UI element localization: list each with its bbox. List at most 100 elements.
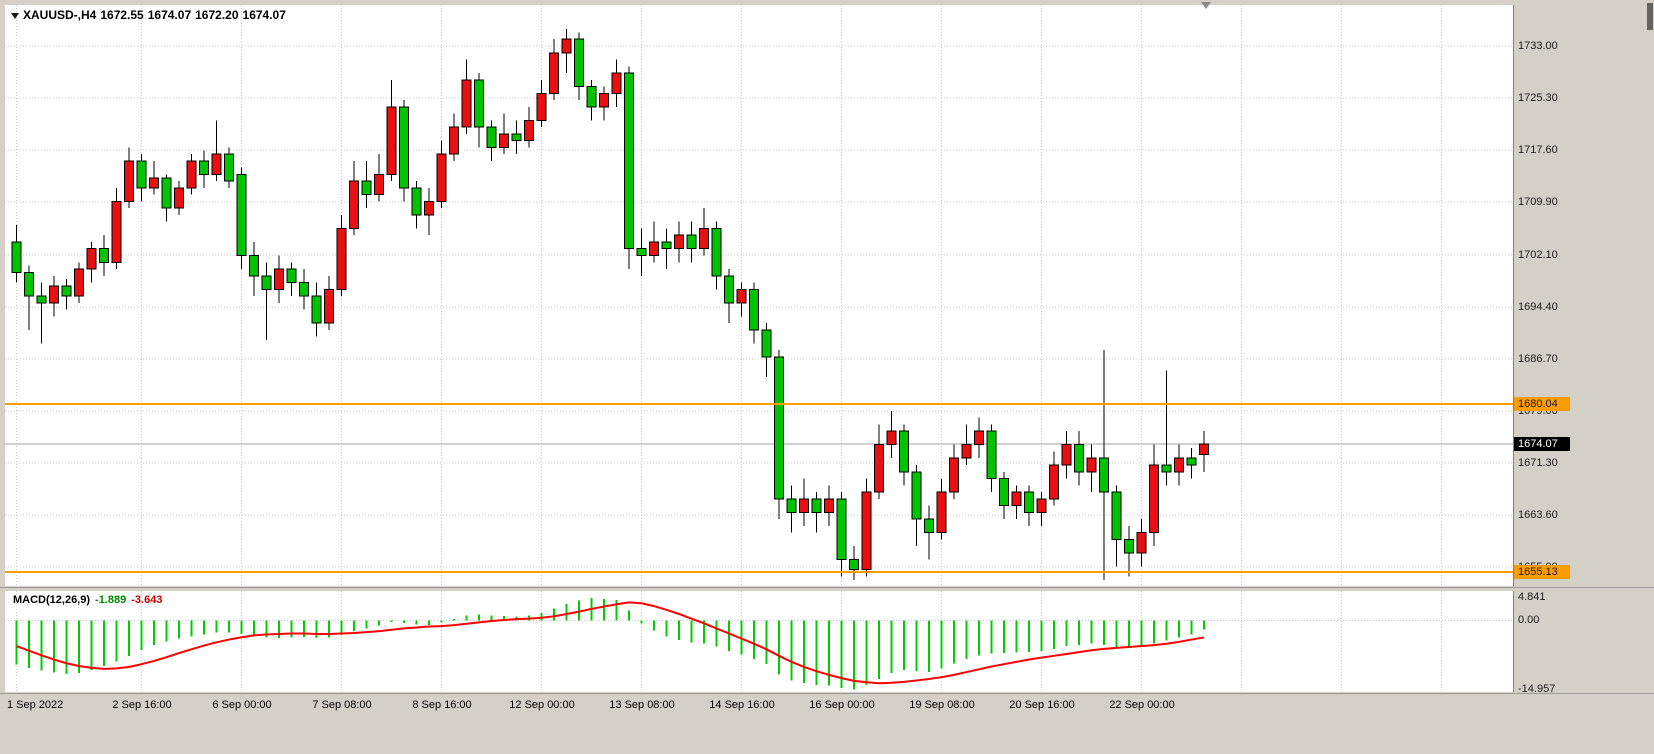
price-chart-panel[interactable]: XAUUSD-,H4 1672.55 1674.07 1672.20 1674.07 bbox=[5, 5, 1514, 586]
time-tick-label: 16 Sep 00:00 bbox=[809, 699, 875, 711]
candle-bear bbox=[61, 285, 72, 297]
candle-bear bbox=[999, 478, 1009, 507]
time-tick-label: 20 Sep 16:00 bbox=[1009, 699, 1075, 711]
macd-signal-line bbox=[16, 601, 1205, 685]
candle-bull bbox=[336, 227, 347, 290]
candle-bear bbox=[911, 471, 922, 520]
macd-axis-zero: 0.00 bbox=[1518, 614, 1540, 626]
candle-bull bbox=[949, 457, 959, 493]
candle-bull bbox=[536, 92, 547, 121]
candle-bear bbox=[636, 248, 647, 256]
candle-bear bbox=[849, 559, 859, 571]
candle-bull bbox=[824, 498, 834, 513]
candle-bull bbox=[374, 173, 384, 196]
candle-bear bbox=[486, 126, 497, 148]
time-tick-label: 6 Sep 00:00 bbox=[212, 699, 272, 711]
candle-bear bbox=[161, 177, 172, 209]
candle-bear bbox=[661, 241, 672, 250]
time-tick-label: 13 Sep 08:00 bbox=[609, 699, 675, 711]
price-axis[interactable]: 1680.04 1655.13 1674.07 1733.00 1725.30 17… bbox=[1514, 5, 1654, 693]
candle-bull bbox=[111, 200, 122, 263]
candle-bear bbox=[286, 268, 297, 284]
candle-bull bbox=[974, 430, 984, 446]
candle-bull bbox=[861, 491, 872, 571]
macd-signal-value: -3.643 bbox=[131, 594, 163, 606]
candle-bear bbox=[1111, 491, 1122, 540]
candle-bull bbox=[549, 52, 559, 94]
vertical-scrollbar-thumb[interactable] bbox=[1647, 3, 1653, 30]
candle-bull bbox=[436, 153, 447, 202]
candle-bear bbox=[1186, 457, 1197, 466]
candle-bear bbox=[724, 275, 734, 304]
candle-bull bbox=[349, 180, 359, 229]
candle-bear bbox=[1074, 444, 1084, 473]
candle-bear bbox=[261, 275, 272, 290]
candle-bear bbox=[361, 180, 372, 196]
time-axis[interactable]: 1 Sep 2022 2 Sep 16:00 6 Sep 00:00 7 Sep 08… bbox=[0, 694, 1654, 754]
price-tick-label: 1725.30 bbox=[1518, 92, 1558, 104]
candle-bear bbox=[836, 498, 847, 561]
ohlc-open: 1672.55 bbox=[100, 8, 144, 22]
candle-bear bbox=[11, 241, 22, 273]
candle-bull bbox=[274, 268, 284, 290]
time-tick-label: 22 Sep 00:00 bbox=[1109, 699, 1175, 711]
candle-bear bbox=[811, 498, 822, 513]
candle-bull bbox=[936, 491, 947, 534]
candle-bear bbox=[224, 153, 234, 182]
candle-bear bbox=[986, 430, 997, 480]
symbol-period-label: XAUUSD-,H4 bbox=[23, 8, 97, 22]
price-shift-marker-icon[interactable] bbox=[1201, 2, 1211, 9]
candle-bear bbox=[36, 295, 47, 304]
symbol-expand-icon[interactable] bbox=[11, 12, 19, 19]
macd-title-text: MACD(12,26,9) bbox=[13, 594, 91, 606]
macd-label: MACD(12,26,9) -1.889 -3.643 bbox=[13, 594, 162, 606]
candlestick-chart bbox=[5, 5, 1513, 586]
candle-bear bbox=[624, 72, 634, 250]
time-tick-label: 14 Sep 16:00 bbox=[709, 699, 775, 711]
candle-bull bbox=[149, 177, 159, 189]
candle-bull bbox=[1049, 464, 1059, 500]
candle-bull bbox=[699, 227, 709, 250]
candle-bull bbox=[1174, 457, 1184, 473]
macd-chart bbox=[5, 591, 1513, 692]
price-tick-label: 1686.70 bbox=[1518, 353, 1558, 365]
macd-indicator-panel[interactable] bbox=[5, 591, 1514, 692]
candle-bear bbox=[299, 282, 309, 297]
candle-bull bbox=[524, 119, 534, 142]
candle-bear bbox=[1099, 457, 1109, 493]
candle-bear bbox=[786, 498, 797, 513]
price-tick-label: 1733.00 bbox=[1518, 40, 1558, 52]
candle-bear bbox=[899, 430, 909, 473]
candle-bear bbox=[236, 173, 247, 256]
macd-axis-min: -14.957 bbox=[1518, 683, 1556, 695]
candle-bull bbox=[499, 133, 509, 148]
time-tick-label: 2 Sep 16:00 bbox=[112, 699, 172, 711]
candle-bull bbox=[124, 160, 134, 202]
candle-bear bbox=[711, 227, 722, 277]
candle-bear bbox=[474, 79, 484, 128]
horizontal-line-price-tag: 1655.13 bbox=[1514, 565, 1570, 579]
candle-bull bbox=[561, 38, 572, 54]
horizontal-line-price-tag: 1680.04 bbox=[1514, 397, 1570, 411]
candle-bear bbox=[1124, 538, 1134, 554]
panel-splitter[interactable] bbox=[0, 587, 1654, 588]
candle-bear bbox=[311, 295, 322, 324]
candle-bull bbox=[674, 234, 684, 250]
candle-bull bbox=[799, 498, 809, 513]
candle-bull bbox=[1036, 498, 1047, 513]
candle-bear bbox=[199, 160, 209, 175]
ohlc-low: 1672.20 bbox=[195, 8, 239, 22]
candle-bear bbox=[586, 86, 597, 108]
candle-bull bbox=[736, 288, 747, 304]
candle-bull bbox=[211, 153, 222, 175]
ohlc-close: 1674.07 bbox=[242, 8, 286, 22]
candle-bull bbox=[1061, 444, 1072, 466]
price-tick-label: 1717.60 bbox=[1518, 144, 1558, 156]
time-tick-label: 12 Sep 00:00 bbox=[509, 699, 575, 711]
candle-bear bbox=[411, 187, 422, 216]
candle-bear bbox=[749, 288, 759, 331]
candle-bear bbox=[24, 271, 34, 297]
candle-bear bbox=[249, 254, 259, 277]
candle-bear bbox=[399, 106, 409, 189]
price-tick-label: 1671.30 bbox=[1518, 457, 1558, 469]
